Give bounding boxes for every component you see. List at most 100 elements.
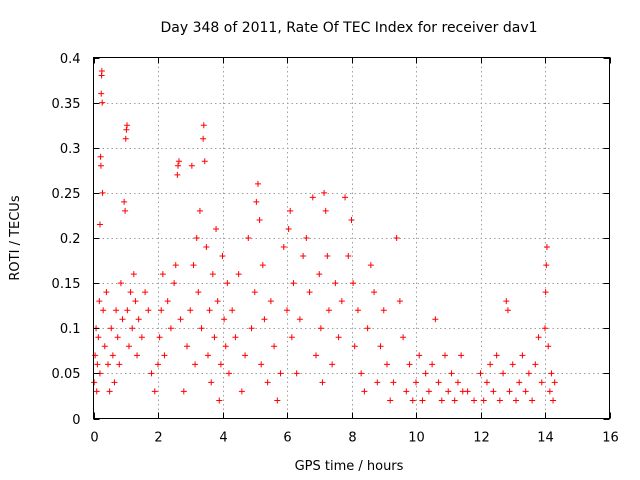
y-tick-label: 0.35 bbox=[52, 97, 81, 112]
data-point bbox=[458, 352, 465, 359]
data-point bbox=[432, 316, 439, 323]
data-point bbox=[171, 280, 178, 287]
data-point bbox=[300, 253, 307, 260]
data-point bbox=[490, 388, 497, 395]
data-point bbox=[445, 388, 452, 395]
x-tick-label: 4 bbox=[219, 431, 227, 446]
data-point bbox=[100, 307, 107, 314]
data-point bbox=[342, 194, 349, 201]
grid-lines bbox=[93, 57, 610, 419]
data-point bbox=[512, 397, 519, 404]
data-point bbox=[416, 352, 423, 359]
data-point bbox=[480, 397, 487, 404]
data-point bbox=[487, 361, 494, 368]
data-point bbox=[322, 207, 329, 214]
data-point bbox=[477, 370, 484, 377]
data-point bbox=[345, 253, 352, 260]
data-point bbox=[192, 361, 199, 368]
data-point bbox=[211, 334, 218, 341]
data-point bbox=[293, 370, 300, 377]
data-points bbox=[91, 68, 558, 404]
data-point bbox=[113, 307, 120, 314]
data-point bbox=[91, 379, 98, 386]
x-tick-label: 0 bbox=[90, 431, 98, 446]
data-point bbox=[500, 370, 507, 377]
data-point bbox=[551, 379, 558, 386]
data-point bbox=[242, 352, 249, 359]
data-point bbox=[504, 307, 511, 314]
data-point bbox=[148, 370, 155, 377]
data-point bbox=[121, 198, 128, 205]
data-point bbox=[130, 271, 137, 278]
data-point bbox=[267, 298, 274, 305]
x-tick-label: 2 bbox=[154, 431, 162, 446]
data-point bbox=[324, 253, 331, 260]
data-point bbox=[335, 334, 342, 341]
y-tick-label: 0.3 bbox=[60, 142, 81, 157]
data-point bbox=[155, 361, 161, 368]
data-point bbox=[184, 343, 191, 350]
data-point bbox=[545, 343, 552, 350]
data-point bbox=[448, 370, 455, 377]
data-point bbox=[400, 334, 407, 341]
data-point bbox=[200, 122, 207, 129]
y-tick-label: 0.1 bbox=[60, 322, 81, 337]
data-point bbox=[256, 216, 263, 223]
data-point bbox=[543, 262, 550, 269]
data-point bbox=[180, 388, 187, 395]
data-point bbox=[296, 316, 303, 323]
data-point bbox=[364, 325, 371, 332]
data-point bbox=[277, 370, 284, 377]
data-point bbox=[124, 122, 131, 129]
data-point bbox=[354, 307, 361, 314]
data-point bbox=[99, 189, 106, 196]
data-point bbox=[371, 289, 378, 296]
data-point bbox=[350, 280, 357, 287]
data-point bbox=[522, 388, 529, 395]
data-point bbox=[251, 289, 258, 296]
data-point bbox=[390, 379, 397, 386]
data-point bbox=[284, 307, 290, 314]
data-point bbox=[138, 334, 145, 341]
data-point bbox=[280, 244, 287, 251]
data-point bbox=[471, 397, 478, 404]
data-point bbox=[387, 397, 394, 404]
data-point bbox=[290, 280, 297, 287]
data-point bbox=[306, 289, 313, 296]
data-point bbox=[548, 370, 555, 377]
data-point bbox=[419, 397, 426, 404]
data-point bbox=[288, 334, 295, 341]
data-point bbox=[274, 397, 281, 404]
data-point bbox=[151, 388, 158, 395]
data-point bbox=[409, 397, 416, 404]
data-point bbox=[127, 289, 134, 296]
data-point bbox=[99, 99, 106, 106]
y-tick-label: 0.25 bbox=[52, 187, 81, 202]
x-tick-label: 16 bbox=[602, 431, 619, 446]
data-point bbox=[319, 379, 326, 386]
y-tick-label: 0 bbox=[72, 413, 80, 428]
data-point bbox=[332, 280, 339, 287]
data-point bbox=[309, 194, 316, 201]
data-point bbox=[438, 397, 445, 404]
data-point bbox=[496, 397, 503, 404]
x-tick-labels: 0 2 4 6 8 10 12 14 16 bbox=[90, 431, 618, 446]
data-point bbox=[217, 361, 224, 368]
data-point bbox=[98, 90, 105, 97]
data-point bbox=[98, 68, 105, 75]
data-point bbox=[317, 325, 324, 332]
data-point bbox=[101, 343, 108, 350]
data-point bbox=[206, 307, 213, 314]
data-point bbox=[135, 316, 142, 323]
data-point bbox=[114, 334, 121, 341]
data-point bbox=[221, 316, 228, 323]
data-point bbox=[358, 370, 365, 377]
data-point bbox=[188, 162, 195, 169]
data-point bbox=[122, 135, 129, 142]
data-point bbox=[164, 298, 171, 305]
data-point bbox=[96, 221, 103, 228]
data-point bbox=[174, 162, 181, 169]
data-point bbox=[156, 334, 163, 341]
x-tick-label: 8 bbox=[348, 431, 356, 446]
